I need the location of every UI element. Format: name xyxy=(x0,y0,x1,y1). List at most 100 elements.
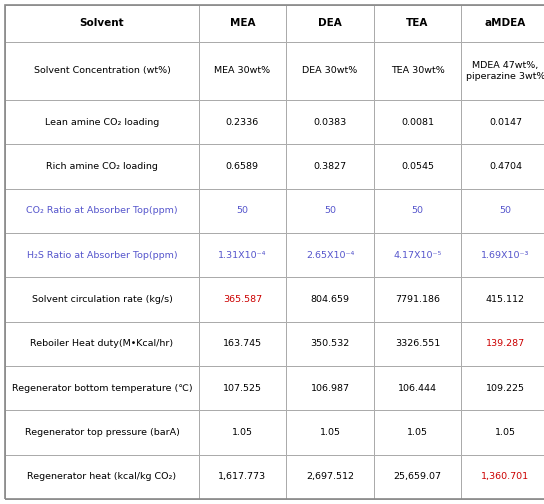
Bar xyxy=(286,189,374,233)
Text: 4.17X10⁻⁵: 4.17X10⁻⁵ xyxy=(393,251,442,260)
Text: 106.987: 106.987 xyxy=(311,384,349,393)
Bar xyxy=(5,410,199,455)
Text: 139.287: 139.287 xyxy=(486,339,525,348)
Bar xyxy=(374,100,461,145)
Text: Reboiler Heat duty(M•Kcal/hr): Reboiler Heat duty(M•Kcal/hr) xyxy=(30,339,174,348)
Bar xyxy=(199,100,286,145)
Text: 7791.186: 7791.186 xyxy=(395,295,440,304)
Bar xyxy=(199,5,286,42)
Bar xyxy=(286,277,374,322)
Text: 2,697.512: 2,697.512 xyxy=(306,472,354,481)
Bar xyxy=(5,145,199,189)
Text: 25,659.07: 25,659.07 xyxy=(393,472,442,481)
Bar xyxy=(461,145,544,189)
Bar xyxy=(286,322,374,366)
Text: H₂S Ratio at Absorber Top(ppm): H₂S Ratio at Absorber Top(ppm) xyxy=(27,251,177,260)
Text: 0.6589: 0.6589 xyxy=(226,162,259,171)
Text: 0.3827: 0.3827 xyxy=(313,162,347,171)
Text: 0.0545: 0.0545 xyxy=(401,162,434,171)
Text: 50: 50 xyxy=(236,207,249,215)
Text: Lean amine CO₂ loading: Lean amine CO₂ loading xyxy=(45,118,159,127)
Bar xyxy=(286,455,374,499)
Text: MEA 30wt%: MEA 30wt% xyxy=(214,67,270,76)
Text: MEA: MEA xyxy=(230,19,255,28)
Bar xyxy=(199,277,286,322)
Text: 0.0383: 0.0383 xyxy=(313,118,347,127)
Bar xyxy=(286,100,374,145)
Text: CO₂ Ratio at Absorber Top(ppm): CO₂ Ratio at Absorber Top(ppm) xyxy=(26,207,178,215)
Bar xyxy=(5,189,199,233)
Bar xyxy=(461,5,544,42)
Bar xyxy=(5,233,199,277)
Bar xyxy=(461,42,544,100)
Bar xyxy=(199,145,286,189)
Bar xyxy=(374,145,461,189)
Bar xyxy=(461,277,544,322)
Text: 1.05: 1.05 xyxy=(495,428,516,437)
Bar xyxy=(5,455,199,499)
Bar xyxy=(461,233,544,277)
Text: 365.587: 365.587 xyxy=(223,295,262,304)
Bar xyxy=(461,189,544,233)
Bar xyxy=(286,42,374,100)
Bar xyxy=(5,366,199,410)
Text: 1.31X10⁻⁴: 1.31X10⁻⁴ xyxy=(218,251,267,260)
Bar xyxy=(286,410,374,455)
Text: 804.659: 804.659 xyxy=(311,295,349,304)
Bar xyxy=(5,42,199,100)
Bar xyxy=(5,5,199,42)
Bar xyxy=(199,322,286,366)
Text: 1.05: 1.05 xyxy=(319,428,341,437)
Text: Regenerator top pressure (barA): Regenerator top pressure (barA) xyxy=(24,428,180,437)
Bar xyxy=(286,366,374,410)
Bar xyxy=(374,42,461,100)
Text: 1.05: 1.05 xyxy=(232,428,253,437)
Bar xyxy=(374,233,461,277)
Text: Regenerator bottom temperature (℃): Regenerator bottom temperature (℃) xyxy=(11,384,193,393)
Bar xyxy=(374,189,461,233)
Text: 0.0081: 0.0081 xyxy=(401,118,434,127)
Text: TEA 30wt%: TEA 30wt% xyxy=(391,67,444,76)
Text: 1,360.701: 1,360.701 xyxy=(481,472,529,481)
Text: Solvent circulation rate (kg/s): Solvent circulation rate (kg/s) xyxy=(32,295,172,304)
Text: 415.112: 415.112 xyxy=(486,295,525,304)
Text: Solvent: Solvent xyxy=(79,19,125,28)
Bar xyxy=(374,366,461,410)
Text: 1.69X10⁻³: 1.69X10⁻³ xyxy=(481,251,529,260)
Bar xyxy=(461,455,544,499)
Text: aMDEA: aMDEA xyxy=(485,19,526,28)
Bar xyxy=(199,455,286,499)
Bar xyxy=(374,455,461,499)
Text: 2.65X10⁻⁴: 2.65X10⁻⁴ xyxy=(306,251,354,260)
Text: Rich amine CO₂ loading: Rich amine CO₂ loading xyxy=(46,162,158,171)
Bar xyxy=(5,100,199,145)
Bar xyxy=(199,233,286,277)
Text: DEA 30wt%: DEA 30wt% xyxy=(302,67,357,76)
Bar xyxy=(5,322,199,366)
Text: 50: 50 xyxy=(324,207,336,215)
Bar xyxy=(461,322,544,366)
Text: MDEA 47wt%,
piperazine 3wt%: MDEA 47wt%, piperazine 3wt% xyxy=(466,61,544,81)
Text: 1,617.773: 1,617.773 xyxy=(218,472,267,481)
Text: 3326.551: 3326.551 xyxy=(395,339,440,348)
Text: 1.05: 1.05 xyxy=(407,428,428,437)
Bar xyxy=(199,366,286,410)
Text: 0.0147: 0.0147 xyxy=(489,118,522,127)
Bar xyxy=(374,5,461,42)
Bar xyxy=(286,233,374,277)
Text: TEA: TEA xyxy=(406,19,429,28)
Text: 106.444: 106.444 xyxy=(398,384,437,393)
Bar xyxy=(199,410,286,455)
Bar xyxy=(286,5,374,42)
Text: Solvent Concentration (wt%): Solvent Concentration (wt%) xyxy=(34,67,170,76)
Bar xyxy=(461,100,544,145)
Text: DEA: DEA xyxy=(318,19,342,28)
Text: Regenerator heat (kcal/kg CO₂): Regenerator heat (kcal/kg CO₂) xyxy=(27,472,177,481)
Bar xyxy=(286,145,374,189)
Bar xyxy=(374,322,461,366)
Bar xyxy=(461,366,544,410)
Text: 109.225: 109.225 xyxy=(486,384,525,393)
Text: 163.745: 163.745 xyxy=(223,339,262,348)
Bar xyxy=(5,277,199,322)
Bar xyxy=(374,410,461,455)
